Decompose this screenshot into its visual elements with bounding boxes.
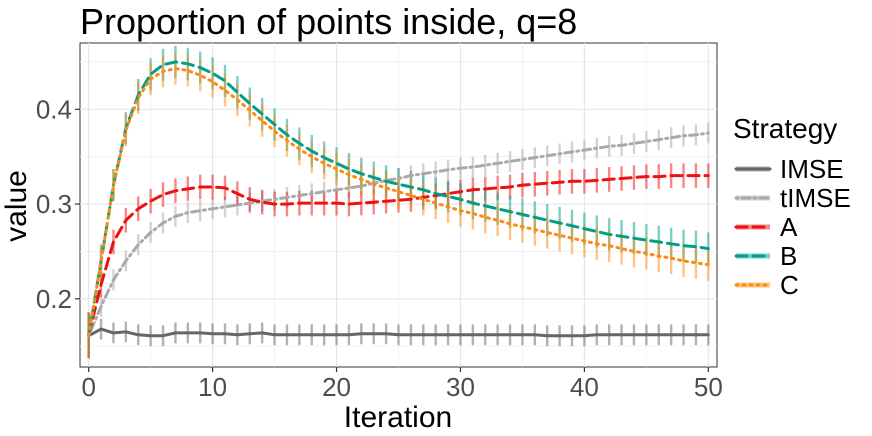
axes: 0 10 20 30 40 50 0.2 0.3 0.4 <box>36 94 723 402</box>
x-tick-label: 0 <box>81 372 95 402</box>
x-tick-label: 30 <box>446 372 475 402</box>
legend-label-IMSE: IMSE <box>780 154 844 184</box>
legend-label-C: C <box>780 270 799 300</box>
y-axis-title: value <box>0 170 33 242</box>
x-tick-label: 10 <box>198 372 227 402</box>
legend-label-A: A <box>780 212 798 242</box>
series-line-A <box>87 174 710 337</box>
series-layer <box>87 45 710 359</box>
y-tick-label: 0.3 <box>36 189 72 219</box>
x-tick-label: 40 <box>570 372 599 402</box>
series-line-IMSE <box>87 327 710 338</box>
legend-label-tIMSE: tIMSE <box>780 183 851 213</box>
x-axis-title: Iteration <box>344 401 452 434</box>
series-line-tIMSE <box>87 131 710 338</box>
legend-title: Strategy <box>733 113 837 144</box>
y-tick-label: 0.2 <box>36 284 72 314</box>
series-line-B <box>87 60 710 338</box>
x-tick-label: 50 <box>694 372 723 402</box>
grid-lines <box>80 43 717 367</box>
chart-title: Proportion of points inside, q=8 <box>80 1 577 42</box>
legend-label-B: B <box>780 241 797 271</box>
y-tick-label: 0.4 <box>36 94 72 124</box>
x-tick-label: 20 <box>322 372 351 402</box>
series-line-C <box>87 67 710 338</box>
